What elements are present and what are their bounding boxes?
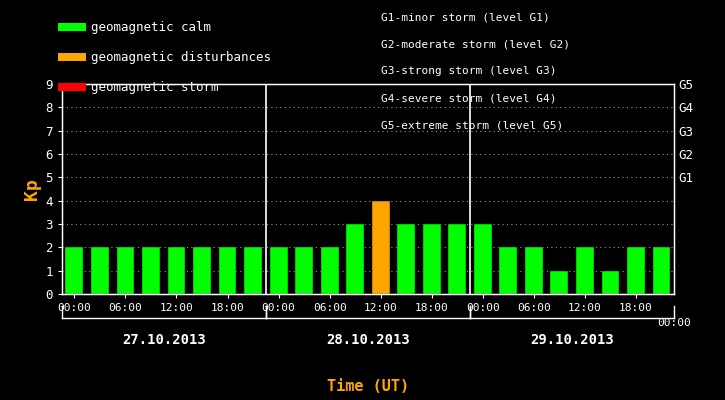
Bar [397, 224, 415, 294]
Text: 27.10.2013: 27.10.2013 [122, 333, 206, 347]
Bar [219, 247, 236, 294]
Bar [142, 247, 160, 294]
Text: G1-minor storm (level G1): G1-minor storm (level G1) [381, 12, 550, 22]
Bar [474, 224, 492, 294]
Text: geomagnetic storm: geomagnetic storm [91, 82, 218, 94]
Text: 00:00: 00:00 [658, 318, 691, 328]
Text: Time (UT): Time (UT) [327, 379, 409, 394]
Bar [500, 247, 517, 294]
Text: G4-severe storm (level G4): G4-severe storm (level G4) [381, 94, 556, 104]
Bar [372, 201, 389, 294]
Bar [525, 247, 543, 294]
Bar [65, 247, 83, 294]
Bar [602, 271, 619, 294]
Bar [576, 247, 594, 294]
Bar [91, 247, 109, 294]
Text: 29.10.2013: 29.10.2013 [530, 333, 614, 347]
Text: 28.10.2013: 28.10.2013 [326, 333, 410, 347]
Y-axis label: Kp: Kp [23, 178, 41, 200]
Bar [550, 271, 568, 294]
Bar [270, 247, 288, 294]
Bar [627, 247, 645, 294]
Bar [320, 247, 339, 294]
Text: G2-moderate storm (level G2): G2-moderate storm (level G2) [381, 39, 570, 49]
Text: G3-strong storm (level G3): G3-strong storm (level G3) [381, 66, 556, 76]
Bar [167, 247, 186, 294]
Bar [244, 247, 262, 294]
Bar [347, 224, 364, 294]
Bar [448, 224, 466, 294]
Text: geomagnetic disturbances: geomagnetic disturbances [91, 52, 270, 64]
Text: G5-extreme storm (level G5): G5-extreme storm (level G5) [381, 121, 563, 131]
Text: geomagnetic calm: geomagnetic calm [91, 22, 211, 34]
Bar [117, 247, 134, 294]
Bar [295, 247, 313, 294]
Bar [652, 247, 671, 294]
Bar [423, 224, 441, 294]
Bar [193, 247, 211, 294]
